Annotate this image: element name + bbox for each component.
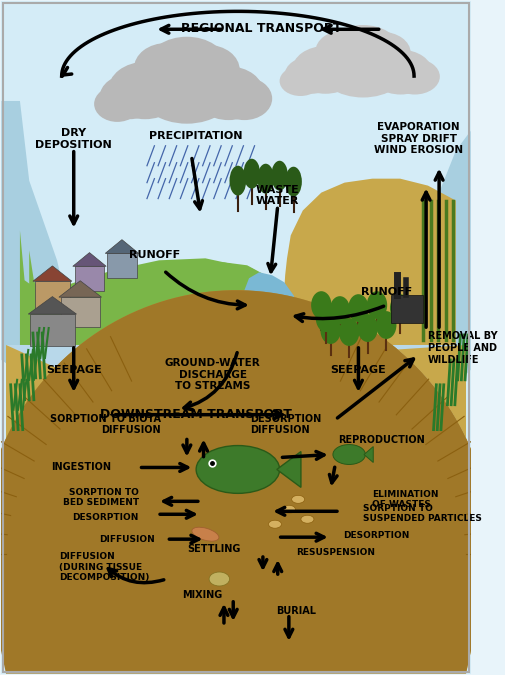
Polygon shape xyxy=(409,131,470,429)
Text: SEEPAGE: SEEPAGE xyxy=(46,365,102,375)
Ellipse shape xyxy=(135,49,237,124)
Ellipse shape xyxy=(315,30,373,72)
Text: DIFFUSION: DIFFUSION xyxy=(98,535,154,543)
Ellipse shape xyxy=(338,318,359,346)
Text: SORPTION TO
BED SEDIMENT: SORPTION TO BED SEDIMENT xyxy=(63,487,138,507)
Ellipse shape xyxy=(196,446,279,493)
Text: SETTLING: SETTLING xyxy=(187,544,240,554)
Text: DRY
DEPOSITION: DRY DEPOSITION xyxy=(35,128,112,150)
Polygon shape xyxy=(73,252,106,267)
Ellipse shape xyxy=(243,159,260,188)
Ellipse shape xyxy=(94,86,140,122)
Text: RESUSPENSION: RESUSPENSION xyxy=(296,547,375,557)
Ellipse shape xyxy=(285,167,301,196)
Text: MIXING: MIXING xyxy=(181,590,222,600)
Ellipse shape xyxy=(257,164,274,194)
Ellipse shape xyxy=(216,77,272,120)
Polygon shape xyxy=(276,452,300,487)
Ellipse shape xyxy=(317,34,408,97)
Ellipse shape xyxy=(389,294,410,322)
Bar xyxy=(35,281,70,309)
Ellipse shape xyxy=(368,50,431,94)
Text: DOWNSTREAM TRANSPORT: DOWNSTREAM TRANSPORT xyxy=(100,408,291,421)
Bar xyxy=(107,253,136,278)
Ellipse shape xyxy=(366,291,386,319)
Ellipse shape xyxy=(279,66,321,96)
Polygon shape xyxy=(2,101,75,400)
Polygon shape xyxy=(242,272,302,360)
Text: SORPTION TO
SUSPENDED PARTICLES: SORPTION TO SUSPENDED PARTICLES xyxy=(363,504,481,523)
Text: DESORPTION
DIFFUSION: DESORPTION DIFFUSION xyxy=(249,414,321,435)
Polygon shape xyxy=(59,281,102,297)
Polygon shape xyxy=(20,171,288,360)
Ellipse shape xyxy=(174,45,239,95)
Text: RUNOFF: RUNOFF xyxy=(360,287,411,297)
Ellipse shape xyxy=(271,161,287,190)
Text: WASTE
WATER: WASTE WATER xyxy=(256,185,299,207)
Ellipse shape xyxy=(284,57,337,94)
Ellipse shape xyxy=(315,304,335,332)
Polygon shape xyxy=(6,345,465,554)
Text: INGESTION: INGESTION xyxy=(50,462,111,472)
Ellipse shape xyxy=(108,62,182,119)
Text: DESORPTION: DESORPTION xyxy=(342,531,408,540)
Text: ELIMINATION
OF WASTES: ELIMINATION OF WASTES xyxy=(372,489,438,509)
Polygon shape xyxy=(284,179,455,360)
Ellipse shape xyxy=(99,74,159,119)
Ellipse shape xyxy=(147,36,225,90)
Ellipse shape xyxy=(311,291,331,319)
Text: REGIONAL TRANSPORT: REGIONAL TRANSPORT xyxy=(180,22,341,35)
Ellipse shape xyxy=(332,445,365,464)
Bar xyxy=(30,314,75,346)
Text: SEEPAGE: SEEPAGE xyxy=(330,365,385,375)
Ellipse shape xyxy=(134,43,198,93)
Text: DIFFUSION
(DURING TISSUE
DECOMPOSITION): DIFFUSION (DURING TISSUE DECOMPOSITION) xyxy=(59,552,149,582)
Ellipse shape xyxy=(191,527,219,541)
Text: RUNOFF: RUNOFF xyxy=(129,250,180,261)
Ellipse shape xyxy=(375,311,395,339)
Ellipse shape xyxy=(300,515,313,523)
Ellipse shape xyxy=(193,66,263,120)
Text: REMOVAL BY
PEOPLE AND
WILDLIFE: REMOVAL BY PEOPLE AND WILDLIFE xyxy=(427,331,496,365)
Text: GROUND-WATER
DISCHARGE
TO STREAMS: GROUND-WATER DISCHARGE TO STREAMS xyxy=(165,358,260,391)
Text: BURIAL: BURIAL xyxy=(276,606,316,616)
Bar xyxy=(75,267,104,291)
Text: PRECIPITATION: PRECIPITATION xyxy=(149,131,242,141)
Polygon shape xyxy=(105,240,138,253)
Bar xyxy=(390,295,423,323)
Ellipse shape xyxy=(268,520,281,529)
Polygon shape xyxy=(28,296,76,314)
Polygon shape xyxy=(0,322,476,554)
Ellipse shape xyxy=(357,314,377,342)
Ellipse shape xyxy=(351,32,410,74)
Bar xyxy=(61,297,99,327)
Polygon shape xyxy=(0,290,491,674)
Ellipse shape xyxy=(347,294,368,322)
Ellipse shape xyxy=(389,59,439,94)
Polygon shape xyxy=(33,266,72,281)
Polygon shape xyxy=(6,290,491,674)
Ellipse shape xyxy=(291,495,304,504)
Ellipse shape xyxy=(320,316,340,344)
Ellipse shape xyxy=(327,25,397,70)
Polygon shape xyxy=(29,186,288,355)
Text: REPRODUCTION: REPRODUCTION xyxy=(337,435,424,445)
Polygon shape xyxy=(363,447,373,462)
Text: SORPTION TO BIOTA
DIFFUSION: SORPTION TO BIOTA DIFFUSION xyxy=(50,414,161,435)
Polygon shape xyxy=(239,290,491,674)
Ellipse shape xyxy=(329,296,349,324)
Ellipse shape xyxy=(229,165,246,196)
Text: DESORPTION: DESORPTION xyxy=(72,513,138,522)
Ellipse shape xyxy=(291,46,358,94)
Ellipse shape xyxy=(209,572,229,586)
Text: EVAPORATION
SPRAY DRIFT
WIND EROSION: EVAPORATION SPRAY DRIFT WIND EROSION xyxy=(373,122,463,155)
Polygon shape xyxy=(0,290,491,554)
Ellipse shape xyxy=(282,506,295,513)
